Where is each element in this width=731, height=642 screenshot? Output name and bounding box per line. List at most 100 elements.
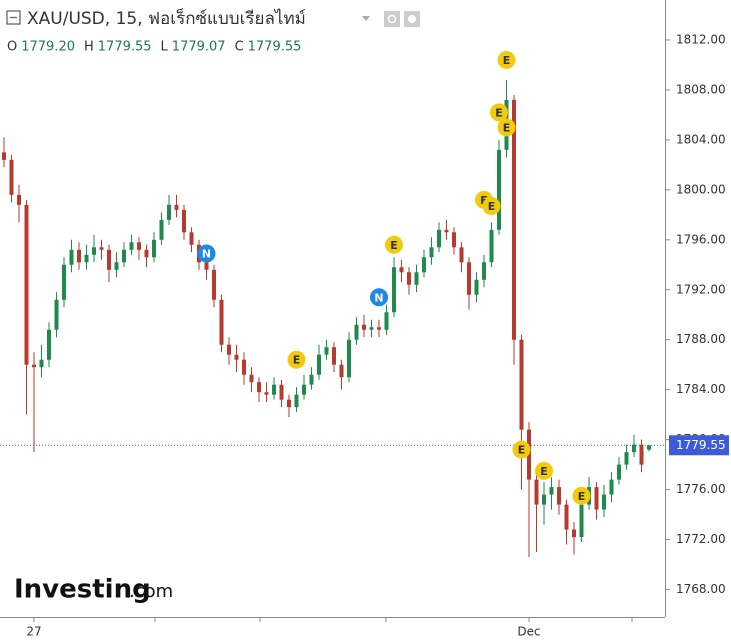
candle-body (489, 229, 494, 263)
candle-body (377, 327, 381, 330)
candle-body (152, 239, 156, 258)
ohlc-value: 1779.55 (248, 40, 302, 55)
candle-body (639, 444, 644, 465)
candle-body (182, 209, 186, 233)
event-label: E (578, 490, 586, 503)
candle-body (392, 267, 396, 313)
candle-body (99, 247, 104, 250)
candle-body (467, 262, 471, 295)
event-marker (482, 197, 501, 216)
event-marker (512, 440, 531, 459)
ohlc-key: H (84, 40, 94, 55)
settings-icon-gear (408, 15, 416, 23)
event-label: N (374, 291, 383, 304)
y-tick-label: 1788.00 (676, 332, 726, 346)
candle-body (9, 159, 14, 195)
event-marker (490, 103, 508, 122)
candle-body (54, 299, 59, 330)
ohlc-value: 1779.55 (98, 40, 152, 55)
chart-title: XAU/USD, 15, ฟอเร็กซ์แบบเรียลไทม์ (27, 7, 306, 29)
event-marker (370, 288, 388, 307)
candle-body (257, 382, 261, 393)
candle-body (542, 494, 546, 505)
candle-body (482, 262, 486, 280)
event-label: E (540, 465, 548, 478)
candle-body (219, 299, 224, 345)
x-minor-ticks (154, 617, 633, 622)
event-marker (497, 118, 516, 137)
candle-body (527, 429, 531, 480)
event-label: E (503, 54, 511, 67)
event-label: N (202, 248, 211, 261)
dropdown-arrow[interactable] (362, 16, 370, 21)
y-tick-label: 1804.00 (676, 132, 726, 146)
candle-body (347, 339, 351, 378)
candle-body (647, 445, 651, 450)
candle-body (609, 479, 614, 495)
candle-body (144, 249, 149, 258)
candle-body (32, 364, 36, 368)
candle-body (309, 374, 314, 385)
candle-body (564, 504, 569, 530)
candle-body (114, 262, 119, 270)
eye-icon[interactable] (384, 11, 400, 27)
candle-body (572, 529, 576, 538)
ohlc-value: 1779.20 (21, 40, 75, 55)
candle-body (332, 347, 336, 365)
candle-body (594, 487, 599, 510)
ohlc-key: L (161, 40, 169, 55)
candle-body (429, 247, 434, 258)
candle-body (2, 152, 6, 160)
candle-body (39, 359, 44, 368)
candle-body (47, 329, 51, 360)
candle-body (519, 339, 524, 430)
ohlc-key: O (7, 40, 17, 55)
candle-body (69, 249, 74, 265)
event-label: E (480, 194, 488, 207)
event-marker (572, 486, 591, 505)
candle-body (617, 464, 621, 480)
candle-body (279, 384, 284, 400)
candle-body (354, 324, 359, 340)
candle-body (512, 99, 516, 340)
eye-icon-pupil (387, 14, 397, 24)
candle-body (84, 254, 89, 263)
candle-body (459, 247, 464, 263)
candle-body (474, 279, 479, 295)
x-tick-label: 27 (26, 625, 41, 639)
y-tick-label: 1772.00 (676, 532, 726, 546)
candle-body (137, 242, 141, 250)
candle-body (579, 504, 584, 538)
candle-body (234, 354, 239, 360)
candle-body (92, 247, 96, 255)
candle-body (159, 219, 164, 240)
candle-body (129, 242, 134, 250)
last-price-box (669, 435, 729, 456)
candle-body (107, 249, 111, 270)
event-label: E (390, 239, 398, 252)
y-tick-label: 1796.00 (676, 232, 726, 246)
y-tick-label: 1812.00 (676, 32, 726, 46)
candle-body (242, 359, 246, 375)
candle-body (167, 204, 171, 220)
candle-body (204, 262, 209, 270)
collapse-icon[interactable] (6, 10, 21, 25)
candle-body (444, 229, 449, 233)
x-tick-label: Dec (517, 625, 540, 639)
y-tick-label: 1784.00 (676, 382, 726, 396)
y-tick-label: 1792.00 (676, 282, 726, 296)
logo-suffix: .com (129, 581, 173, 602)
event-label: E (488, 200, 496, 213)
event-marker (287, 350, 306, 369)
candle-body (212, 269, 216, 300)
candle-body (189, 232, 194, 245)
candle-body (264, 392, 269, 395)
candle-body (407, 272, 411, 285)
candle-body (497, 149, 501, 230)
event-marker (535, 461, 553, 480)
last-price-label: 1779.55 (676, 438, 726, 452)
event-label: E (503, 121, 511, 134)
candle-body (384, 312, 389, 330)
